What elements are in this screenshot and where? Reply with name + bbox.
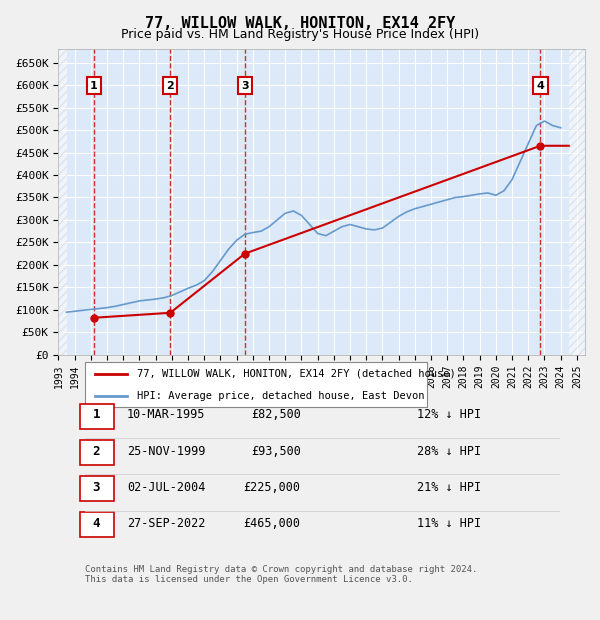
FancyBboxPatch shape: [80, 440, 114, 465]
Text: £465,000: £465,000: [244, 517, 301, 530]
FancyBboxPatch shape: [80, 404, 114, 428]
Polygon shape: [569, 49, 585, 355]
Text: 3: 3: [241, 81, 248, 91]
Text: 1: 1: [90, 81, 98, 91]
Text: 4: 4: [536, 81, 544, 91]
Text: Price paid vs. HM Land Registry's House Price Index (HPI): Price paid vs. HM Land Registry's House …: [121, 28, 479, 41]
Text: 10-MAR-1995: 10-MAR-1995: [127, 409, 205, 422]
Text: 21% ↓ HPI: 21% ↓ HPI: [416, 481, 481, 494]
Text: 28% ↓ HPI: 28% ↓ HPI: [416, 445, 481, 458]
FancyBboxPatch shape: [80, 513, 114, 538]
FancyBboxPatch shape: [80, 476, 114, 501]
Text: 4: 4: [92, 517, 100, 530]
Text: 77, WILLOW WALK, HONITON, EX14 2FY (detached house): 77, WILLOW WALK, HONITON, EX14 2FY (deta…: [137, 369, 456, 379]
Text: 3: 3: [92, 481, 100, 494]
Text: 12% ↓ HPI: 12% ↓ HPI: [416, 409, 481, 422]
Text: 25-NOV-1999: 25-NOV-1999: [127, 445, 205, 458]
Text: Contains HM Land Registry data © Crown copyright and database right 2024.
This d: Contains HM Land Registry data © Crown c…: [85, 565, 477, 585]
FancyBboxPatch shape: [85, 362, 427, 407]
Text: 27-SEP-2022: 27-SEP-2022: [127, 517, 205, 530]
Text: 11% ↓ HPI: 11% ↓ HPI: [416, 517, 481, 530]
Text: 1: 1: [92, 409, 100, 422]
Text: 2: 2: [92, 445, 100, 458]
Text: £82,500: £82,500: [251, 409, 301, 422]
Text: £225,000: £225,000: [244, 481, 301, 494]
Polygon shape: [58, 49, 67, 355]
Text: 2: 2: [166, 81, 174, 91]
Text: 77, WILLOW WALK, HONITON, EX14 2FY: 77, WILLOW WALK, HONITON, EX14 2FY: [145, 16, 455, 30]
Text: £93,500: £93,500: [251, 445, 301, 458]
Text: HPI: Average price, detached house, East Devon: HPI: Average price, detached house, East…: [137, 391, 425, 401]
Text: 02-JUL-2004: 02-JUL-2004: [127, 481, 205, 494]
